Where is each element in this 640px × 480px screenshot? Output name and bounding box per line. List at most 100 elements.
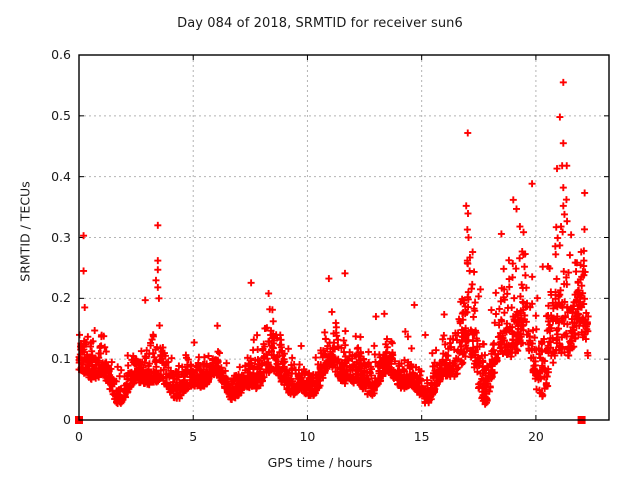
data-point xyxy=(81,303,89,311)
data-point xyxy=(520,263,528,271)
data-point xyxy=(137,368,145,376)
data-point xyxy=(280,375,288,383)
data-point xyxy=(519,306,527,314)
data-point xyxy=(580,225,588,233)
data-point xyxy=(552,301,560,309)
data-point xyxy=(529,326,537,334)
data-point xyxy=(584,327,592,335)
data-point xyxy=(542,381,550,389)
data-point xyxy=(104,372,112,380)
data-point xyxy=(230,393,238,401)
data-point xyxy=(388,367,396,375)
data-point xyxy=(514,347,522,355)
data-point xyxy=(570,343,578,351)
data-point xyxy=(288,354,296,362)
data-point xyxy=(406,364,414,372)
data-point xyxy=(84,353,92,361)
data-point xyxy=(459,348,467,356)
data-point xyxy=(368,365,376,373)
data-point xyxy=(213,322,221,330)
data-point xyxy=(114,363,122,371)
data-point xyxy=(348,373,356,381)
data-point xyxy=(204,352,212,360)
data-point xyxy=(544,368,552,376)
data-point xyxy=(151,346,159,354)
data-point xyxy=(517,321,525,329)
data-point xyxy=(582,309,590,317)
data-point xyxy=(469,344,477,352)
data-point xyxy=(563,162,571,170)
data-point xyxy=(440,310,448,318)
data-point xyxy=(580,247,588,255)
data-point xyxy=(555,347,563,355)
data-point xyxy=(208,367,216,375)
data-point xyxy=(510,315,518,323)
data-point xyxy=(241,374,249,382)
data-point xyxy=(470,305,478,313)
data-point xyxy=(559,202,567,210)
data-point xyxy=(560,267,568,275)
data-point xyxy=(321,369,329,377)
data-point xyxy=(331,345,339,353)
data-point xyxy=(254,356,262,364)
data-point xyxy=(321,328,329,336)
data-point xyxy=(383,335,391,343)
data-point xyxy=(364,390,372,398)
data-point xyxy=(553,335,561,343)
data-point xyxy=(175,391,183,399)
data-point xyxy=(169,381,177,389)
data-point xyxy=(91,364,99,372)
data-point xyxy=(145,350,153,358)
data-point xyxy=(497,230,505,238)
data-point xyxy=(156,322,164,330)
data-point xyxy=(429,362,437,370)
data-point xyxy=(323,360,331,368)
data-point xyxy=(569,302,577,310)
data-point xyxy=(348,355,356,363)
data-point xyxy=(579,333,587,341)
data-point xyxy=(487,306,495,314)
x-tick-label: 5 xyxy=(189,429,198,444)
data-point xyxy=(417,367,425,375)
data-point xyxy=(190,338,198,346)
data-point xyxy=(273,360,281,368)
data-point xyxy=(106,385,114,393)
data-point xyxy=(376,353,384,361)
data-point xyxy=(265,289,273,297)
y-tick-label: 0.2 xyxy=(51,290,71,306)
data-point xyxy=(440,331,448,339)
data-point xyxy=(553,275,561,283)
data-point xyxy=(188,369,196,377)
data-point xyxy=(526,332,534,340)
data-point xyxy=(519,339,527,347)
data-point xyxy=(330,360,338,368)
data-point xyxy=(249,365,257,373)
data-point xyxy=(80,232,88,240)
data-point xyxy=(152,276,160,284)
data-point xyxy=(223,359,231,367)
data-point xyxy=(117,366,125,374)
data-point xyxy=(253,331,261,339)
data-point xyxy=(334,336,342,344)
data-point xyxy=(501,327,509,335)
data-point xyxy=(509,330,517,338)
data-point xyxy=(341,327,349,335)
data-point xyxy=(563,320,571,328)
data-point xyxy=(572,268,580,276)
data-point xyxy=(249,346,257,354)
data-point xyxy=(417,382,425,390)
data-point xyxy=(422,392,430,400)
data-point xyxy=(516,223,524,231)
data-point xyxy=(549,359,557,367)
data-point xyxy=(370,389,378,397)
data-point xyxy=(525,347,533,355)
data-point xyxy=(509,340,517,348)
data-point xyxy=(245,383,253,391)
data-point xyxy=(526,339,534,347)
data-point xyxy=(580,271,588,279)
y-tick-label: 0.5 xyxy=(51,107,71,123)
data-point xyxy=(552,250,560,258)
data-point xyxy=(439,350,447,358)
data-point xyxy=(91,327,99,335)
